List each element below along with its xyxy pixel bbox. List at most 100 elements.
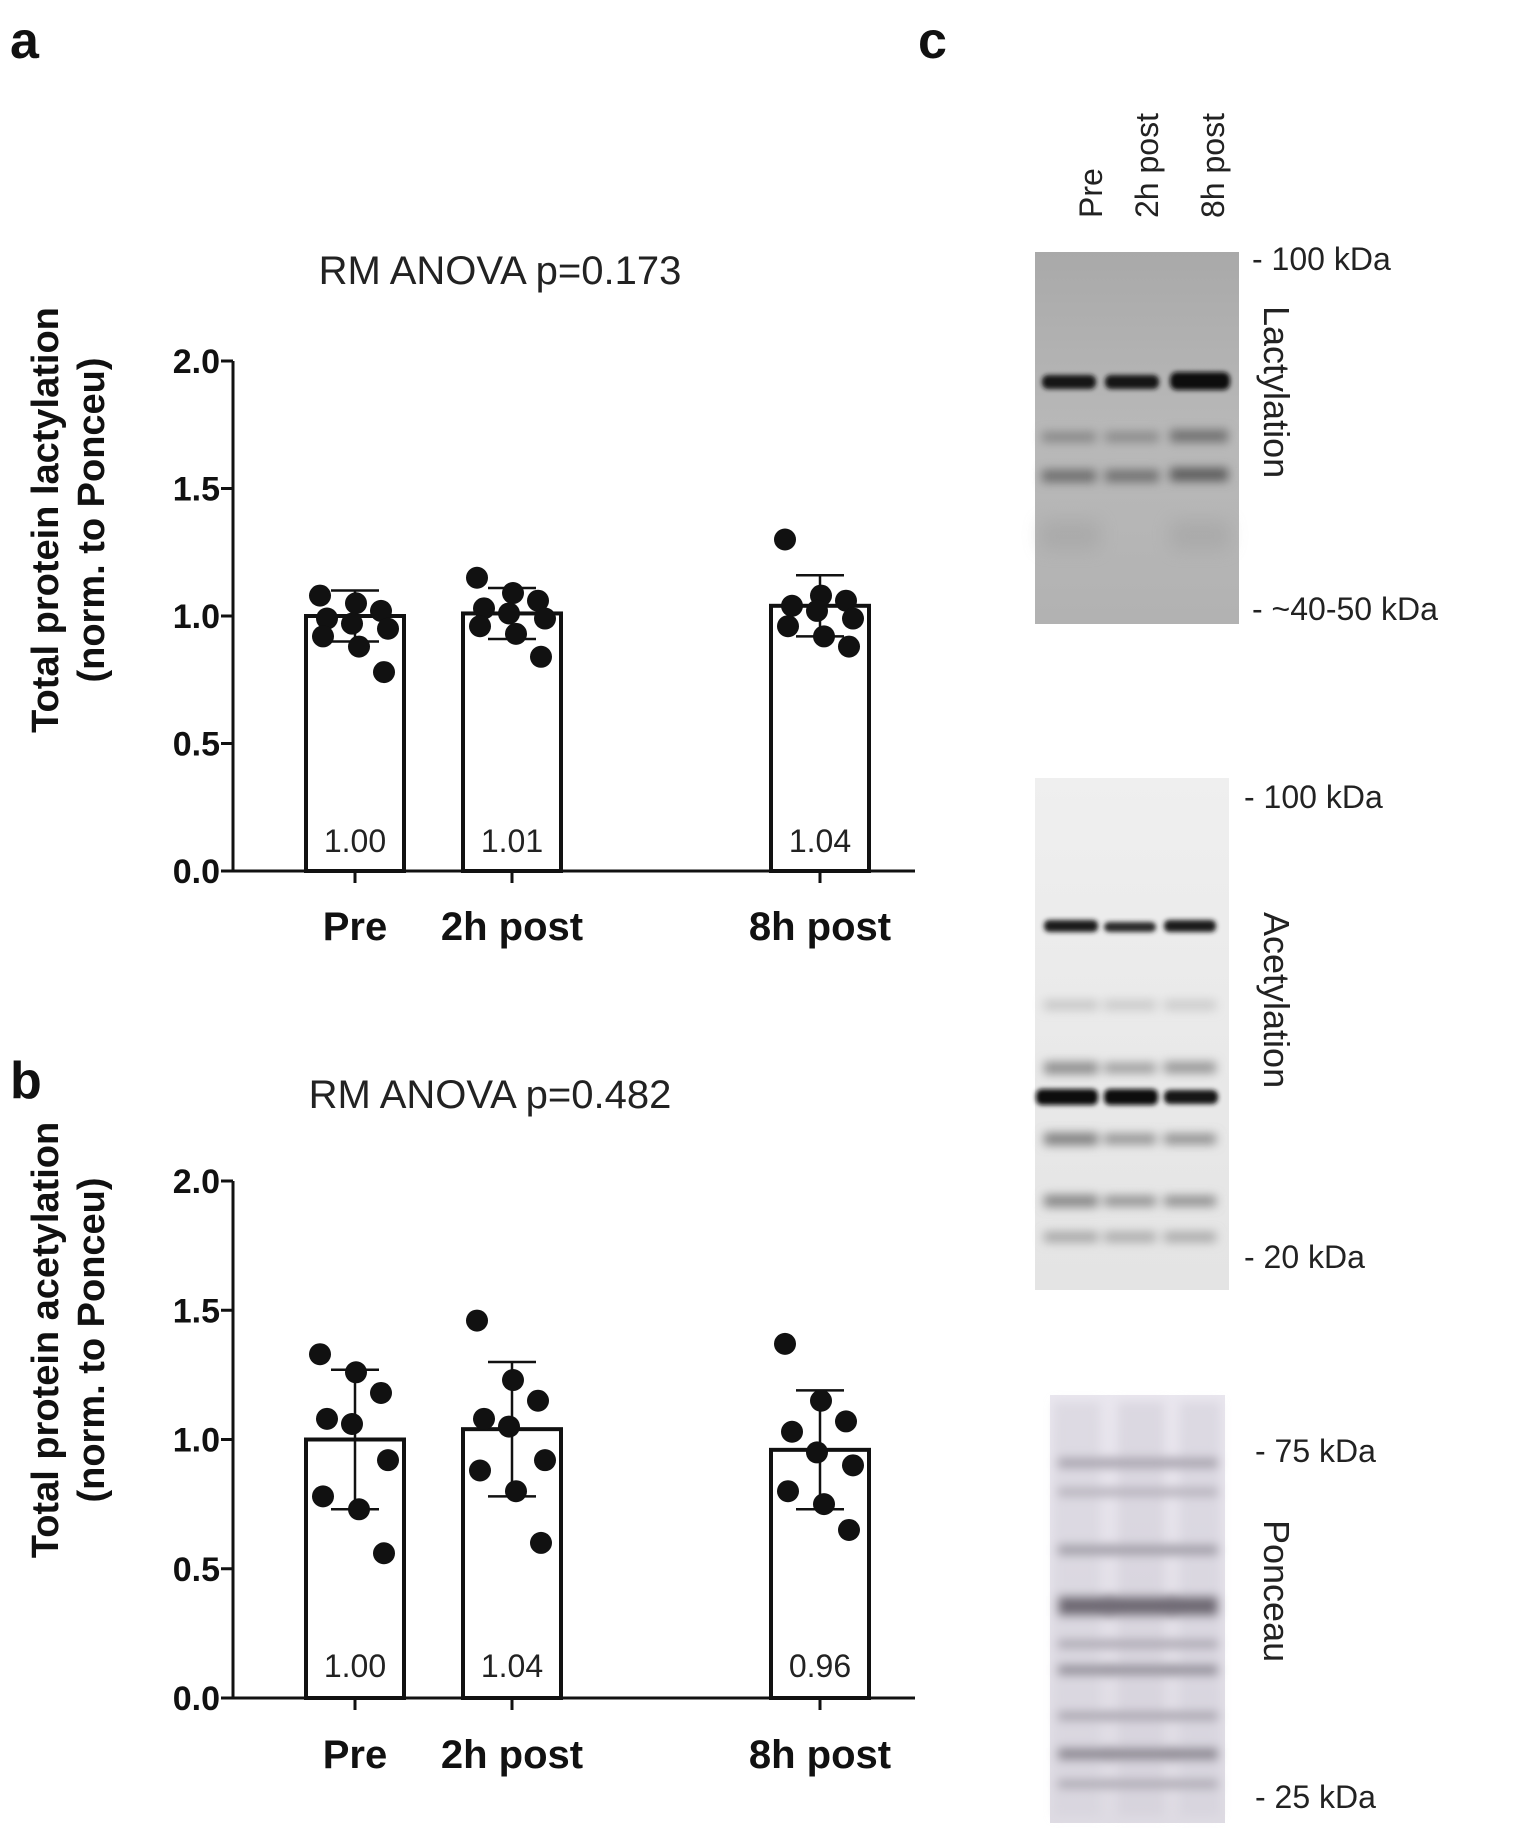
bar-value-label: 1.04: [789, 823, 851, 859]
data-point: [527, 589, 549, 612]
data-point: [806, 599, 828, 622]
data-point: [527, 1389, 549, 1412]
data-point: [534, 1449, 556, 1472]
x-tick-label: 8h post: [749, 905, 891, 949]
data-point: [341, 612, 363, 635]
chart-b-title: RM ANOVA p=0.482: [309, 1073, 672, 1117]
bar-value-label: 1.00: [324, 1648, 386, 1684]
acetylation-chart: RM ANOVA p=0.482 Total protein acetylati…: [25, 1073, 915, 1777]
lane-label-pre: Pre: [1073, 168, 1109, 218]
panel-letter-c: c: [918, 12, 947, 70]
data-point: [806, 1441, 828, 1464]
data-point: [312, 625, 334, 648]
y-tick-label: 0.5: [173, 1551, 220, 1589]
data-point: [781, 1420, 803, 1443]
chart-b-ylabel-line1: Total protein acetylation: [25, 1122, 67, 1558]
data-point: [774, 1332, 796, 1355]
panel-letter-a: a: [10, 12, 40, 70]
data-point: [316, 607, 338, 630]
chart-a-ylabel-line2: (norm. to Ponceu): [71, 357, 113, 682]
data-point: [469, 615, 491, 638]
lactylation-marker-top: - 100 kDa: [1252, 241, 1391, 277]
ponceau-label: Ponceau: [1256, 1520, 1297, 1662]
bar-value-label: 0.96: [789, 1648, 851, 1684]
chart-b-ylabel-line2: (norm. to Ponceu): [71, 1177, 113, 1502]
data-point: [505, 1480, 527, 1503]
data-point: [473, 597, 495, 620]
data-point: [316, 1407, 338, 1430]
acetylation-marker-bottom: - 20 kDa: [1244, 1239, 1365, 1275]
data-point: [813, 625, 835, 648]
bar-value-label: 1.00: [324, 823, 386, 859]
data-point: [377, 1449, 399, 1472]
data-point: [473, 1407, 495, 1430]
data-point: [842, 1454, 864, 1477]
data-point: [502, 1369, 524, 1392]
ponceau-marker-bottom: - 25 kDa: [1255, 1779, 1376, 1815]
panel-letter-b: b: [10, 1052, 42, 1110]
x-tick-label: 2h post: [441, 1733, 583, 1777]
data-point: [370, 1381, 392, 1404]
y-tick-label: 1.0: [173, 598, 220, 636]
chart-a-ylabel-line1: Total protein lactylation: [25, 307, 67, 733]
y-tick-label: 0.0: [173, 1680, 220, 1718]
bar-value-label: 1.01: [481, 823, 543, 859]
data-point: [502, 582, 524, 605]
data-point: [312, 1485, 334, 1508]
data-point: [534, 607, 556, 630]
data-point: [373, 661, 395, 684]
y-tick-label: 2.0: [173, 343, 220, 381]
western-blots: Pre 2h post 8h post - 100 k: [1035, 113, 1438, 1823]
y-tick-label: 2.0: [173, 1163, 220, 1201]
lane-label-8h-post: 8h post: [1195, 113, 1231, 218]
x-tick-label: 8h post: [749, 1733, 891, 1777]
lactylation-label: Lactylation: [1256, 306, 1297, 478]
acetylation-blot: - 100 kDa - 20 kDa Acetylation: [1035, 778, 1383, 1290]
data-point: [469, 1459, 491, 1482]
ponceau-marker-top: - 75 kDa: [1255, 1433, 1376, 1469]
acetylation-label: Acetylation: [1256, 912, 1297, 1088]
data-point: [530, 645, 552, 668]
data-point: [505, 622, 527, 645]
lactylation-chart: RM ANOVA p=0.173 Total protein lactylati…: [25, 249, 915, 949]
data-point: [341, 1412, 363, 1435]
y-tick-label: 1.5: [173, 1292, 220, 1330]
y-tick-label: 0.5: [173, 726, 220, 764]
data-point: [838, 1518, 860, 1541]
data-point: [466, 566, 488, 589]
x-tick-label: Pre: [323, 1733, 388, 1777]
data-point: [309, 584, 331, 607]
bar: [304, 1437, 406, 1700]
x-tick-label: 2h post: [441, 905, 583, 949]
lactylation-blot: - 100 kDa - ~40-50 kDa Lactylation: [1035, 241, 1438, 627]
data-point: [838, 635, 860, 658]
data-point: [373, 1542, 395, 1565]
data-point: [810, 1389, 832, 1412]
data-point: [774, 528, 796, 551]
bar-value-label: 1.04: [481, 1648, 543, 1684]
chart-a-title: RM ANOVA p=0.173: [319, 249, 682, 293]
data-point: [377, 617, 399, 640]
ponceau-blot: - 75 kDa - 25 kDa Ponceau: [1050, 1395, 1376, 1823]
data-point: [309, 1343, 331, 1366]
y-tick-label: 1.5: [173, 471, 220, 509]
y-tick-label: 0.0: [173, 853, 220, 891]
data-point: [498, 1415, 520, 1438]
data-point: [835, 1410, 857, 1433]
data-point: [842, 607, 864, 630]
data-point: [348, 635, 370, 658]
data-point: [530, 1531, 552, 1554]
data-point: [345, 1361, 367, 1384]
data-point: [777, 615, 799, 638]
data-point: [498, 602, 520, 625]
data-point: [813, 1493, 835, 1516]
data-point: [777, 1480, 799, 1503]
y-tick-label: 1.0: [173, 1422, 220, 1460]
data-point: [835, 589, 857, 612]
acetylation-marker-top: - 100 kDa: [1244, 779, 1383, 815]
data-point: [370, 599, 392, 622]
lactylation-marker-bottom: - ~40-50 kDa: [1252, 591, 1438, 627]
data-point: [345, 592, 367, 615]
data-point: [466, 1309, 488, 1332]
